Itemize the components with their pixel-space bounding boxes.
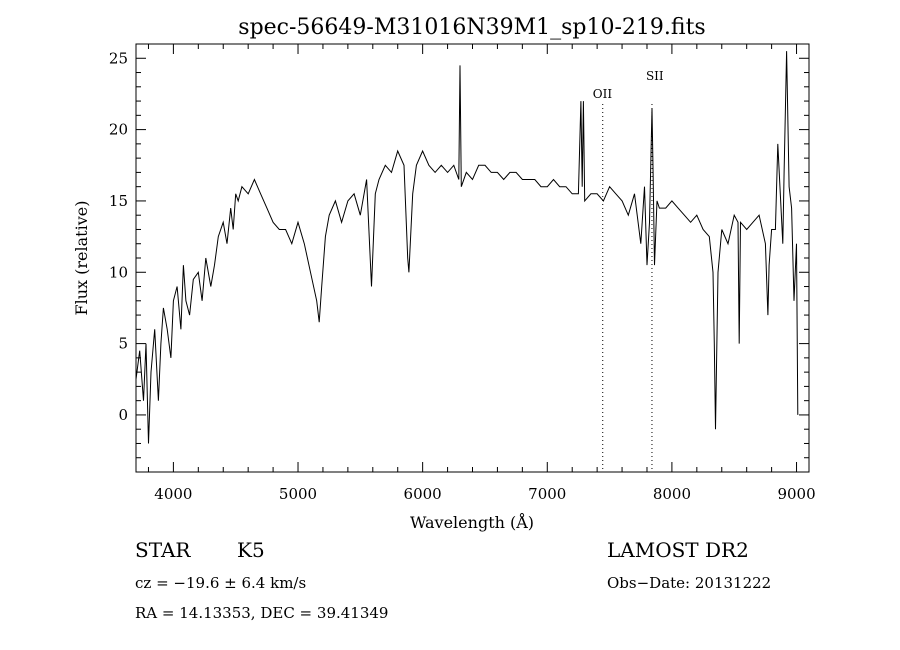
subclass-label: K5 — [237, 538, 265, 562]
y-tick-label-0: 0 — [118, 406, 128, 424]
y-tick-label-2: 10 — [109, 263, 128, 281]
ref-line-label-1: SII — [646, 69, 664, 83]
x-tick-label-5: 9000 — [777, 485, 815, 503]
y-tick-label-4: 20 — [109, 121, 128, 139]
obs-date: Obs−Date: 20131222 — [607, 574, 772, 592]
y-axis-ticks: 0 5 10 15 20 25 — [109, 43, 809, 473]
y-tick-label-1: 5 — [118, 335, 128, 353]
x-tick-label-1: 5000 — [279, 485, 317, 503]
reference-lines: OII SII — [593, 69, 664, 472]
x-tick-label-0: 4000 — [154, 485, 192, 503]
ref-line-label-0: OII — [593, 87, 613, 101]
y-axis-label: Flux (relative) — [72, 201, 91, 316]
x-axis-ticks: 4000 5000 6000 7000 8000 9000 — [147, 44, 816, 503]
plot-frame — [135, 43, 810, 473]
x-tick-label-2: 6000 — [404, 485, 442, 503]
chart-title: spec-56649-M31016N39M1_sp10-219.fits — [238, 15, 705, 40]
spectrum-line — [135, 51, 799, 444]
class-label: STAR — [135, 538, 191, 562]
cz-value: cz = −19.6 ± 6.4 km/s — [135, 574, 307, 592]
y-tick-label-5: 25 — [109, 49, 128, 67]
y-tick-label-3: 15 — [109, 192, 128, 210]
coordinates: RA = 14.13353, DEC = 39.41349 — [135, 604, 389, 622]
x-axis-label: Wavelength (Å) — [410, 512, 534, 532]
x-tick-label-3: 7000 — [528, 485, 566, 503]
x-tick-label-4: 8000 — [653, 485, 691, 503]
survey-label: LAMOST DR2 — [607, 538, 749, 562]
